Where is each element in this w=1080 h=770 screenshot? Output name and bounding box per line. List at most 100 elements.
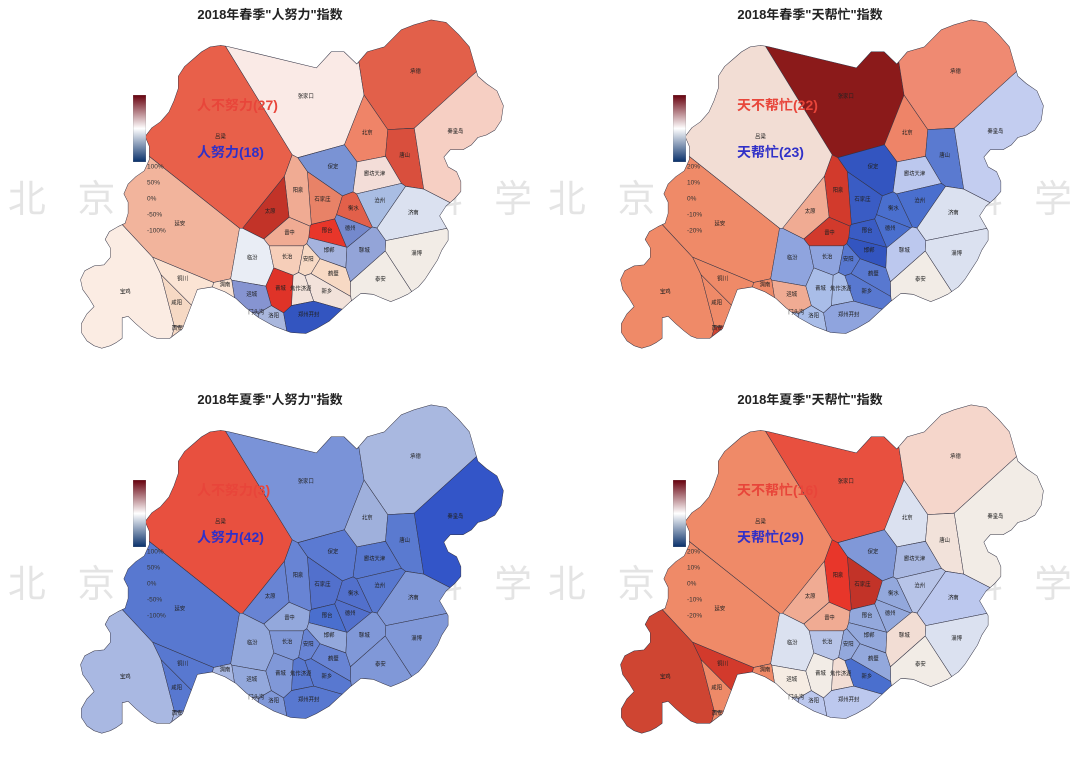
svg-text:廊坊天津: 廊坊天津 — [904, 169, 926, 178]
svg-text:鹤壁: 鹤壁 — [328, 269, 339, 278]
svg-text:安阳: 安阳 — [843, 640, 854, 649]
svg-text:唐山: 唐山 — [939, 536, 950, 543]
svg-text:铜川: 铜川 — [717, 274, 728, 283]
svg-text:石家庄: 石家庄 — [313, 195, 330, 202]
svg-text:阳泉: 阳泉 — [293, 570, 304, 579]
svg-text:郑州开封: 郑州开封 — [838, 310, 860, 319]
svg-text:沧州: 沧州 — [374, 581, 385, 590]
svg-text:泰安: 泰安 — [915, 660, 926, 667]
svg-text:郑州开封: 郑州开封 — [298, 310, 320, 319]
svg-text:衡水: 衡水 — [888, 589, 899, 596]
svg-text:廊坊天津: 廊坊天津 — [364, 554, 386, 563]
svg-text:泰安: 泰安 — [375, 660, 386, 667]
svg-text:北京: 北京 — [902, 128, 913, 137]
svg-text:渭南: 渭南 — [760, 280, 771, 289]
svg-text:阳泉: 阳泉 — [833, 570, 844, 579]
svg-text:济南: 济南 — [408, 594, 419, 601]
svg-text:门头沟: 门头沟 — [248, 693, 264, 702]
svg-text:咸阳: 咸阳 — [711, 298, 722, 307]
svg-text:运城: 运城 — [786, 290, 797, 299]
svg-text:承德: 承德 — [410, 67, 421, 76]
svg-text:新乡: 新乡 — [861, 673, 872, 680]
svg-text:秦皇岛: 秦皇岛 — [446, 128, 463, 135]
svg-text:太原: 太原 — [265, 208, 276, 215]
svg-text:聊城: 聊城 — [899, 631, 910, 640]
svg-text:安阳: 安阳 — [843, 255, 854, 264]
svg-text:西安: 西安 — [712, 325, 723, 332]
svg-text:洛阳: 洛阳 — [268, 696, 279, 705]
svg-text:张家口: 张家口 — [298, 478, 314, 485]
svg-text:铜川: 铜川 — [717, 659, 728, 668]
svg-text:延安: 延安 — [174, 604, 186, 613]
svg-text:临汾: 临汾 — [787, 253, 798, 262]
svg-text:西安: 西安 — [712, 710, 723, 717]
svg-text:新乡: 新乡 — [861, 288, 872, 295]
svg-text:石家庄: 石家庄 — [853, 580, 870, 587]
svg-text:焦作济源: 焦作济源 — [830, 669, 852, 678]
svg-text:运城: 运城 — [246, 290, 257, 299]
svg-text:衡水: 衡水 — [348, 589, 359, 596]
svg-text:西安: 西安 — [172, 710, 183, 717]
svg-text:渭南: 渭南 — [760, 665, 771, 674]
svg-text:太原: 太原 — [805, 208, 816, 215]
svg-text:保定: 保定 — [328, 547, 339, 556]
svg-text:邢台: 邢台 — [322, 226, 333, 235]
svg-text:洛阳: 洛阳 — [808, 696, 819, 705]
svg-text:沧州: 沧州 — [914, 196, 925, 205]
svg-text:长治: 长治 — [822, 253, 833, 260]
svg-text:延安: 延安 — [174, 219, 186, 228]
svg-text:德州: 德州 — [885, 223, 896, 232]
svg-text:晋中: 晋中 — [284, 229, 295, 236]
svg-text:承德: 承德 — [950, 67, 961, 76]
svg-text:秦皇岛: 秦皇岛 — [446, 513, 463, 520]
svg-text:宝鸡: 宝鸡 — [660, 288, 671, 295]
svg-text:承德: 承德 — [410, 452, 421, 461]
svg-text:宝鸡: 宝鸡 — [660, 673, 671, 680]
svg-text:泰安: 泰安 — [375, 275, 386, 282]
svg-text:邯郸: 邯郸 — [324, 245, 335, 254]
svg-text:宝鸡: 宝鸡 — [120, 288, 131, 295]
svg-text:沧州: 沧州 — [914, 581, 925, 590]
svg-text:郑州开封: 郑州开封 — [838, 695, 860, 704]
svg-text:延安: 延安 — [714, 219, 726, 228]
svg-text:衡水: 衡水 — [888, 204, 899, 211]
svg-text:临汾: 临汾 — [787, 638, 798, 647]
svg-text:郑州开封: 郑州开封 — [298, 695, 320, 704]
svg-text:咸阳: 咸阳 — [171, 683, 182, 692]
svg-text:唐山: 唐山 — [399, 536, 410, 543]
svg-text:洛阳: 洛阳 — [268, 311, 279, 320]
svg-text:渭南: 渭南 — [220, 280, 231, 289]
svg-text:鹤壁: 鹤壁 — [328, 654, 339, 663]
svg-text:济南: 济南 — [948, 594, 959, 601]
svg-text:临汾: 临汾 — [247, 638, 258, 647]
svg-text:运城: 运城 — [786, 675, 797, 684]
svg-text:晋城: 晋城 — [815, 285, 826, 292]
svg-text:保定: 保定 — [868, 547, 879, 556]
svg-text:阳泉: 阳泉 — [833, 185, 844, 194]
svg-text:门头沟: 门头沟 — [788, 308, 804, 317]
svg-text:北京: 北京 — [362, 128, 373, 137]
svg-text:廊坊天津: 廊坊天津 — [364, 169, 386, 178]
svg-text:沧州: 沧州 — [374, 196, 385, 205]
svg-text:焦作济源: 焦作济源 — [830, 284, 852, 293]
svg-text:淄博: 淄博 — [411, 250, 422, 257]
svg-text:泰安: 泰安 — [915, 275, 926, 282]
svg-text:延安: 延安 — [714, 604, 726, 613]
svg-text:铜川: 铜川 — [177, 659, 188, 668]
svg-text:洛阳: 洛阳 — [808, 311, 819, 320]
svg-text:邢台: 邢台 — [862, 611, 873, 620]
svg-text:邢台: 邢台 — [322, 611, 333, 620]
svg-text:晋城: 晋城 — [275, 285, 286, 292]
svg-text:邯郸: 邯郸 — [324, 630, 335, 639]
svg-text:门头沟: 门头沟 — [788, 693, 804, 702]
svg-text:晋中: 晋中 — [824, 229, 835, 236]
svg-text:唐山: 唐山 — [939, 151, 950, 158]
svg-text:德州: 德州 — [885, 608, 896, 617]
svg-text:衡水: 衡水 — [348, 204, 359, 211]
svg-text:邯郸: 邯郸 — [864, 630, 875, 639]
svg-text:太原: 太原 — [805, 593, 816, 600]
svg-text:张家口: 张家口 — [838, 478, 854, 485]
svg-text:晋中: 晋中 — [284, 614, 295, 621]
svg-text:唐山: 唐山 — [399, 151, 410, 158]
svg-text:北京: 北京 — [362, 513, 373, 522]
